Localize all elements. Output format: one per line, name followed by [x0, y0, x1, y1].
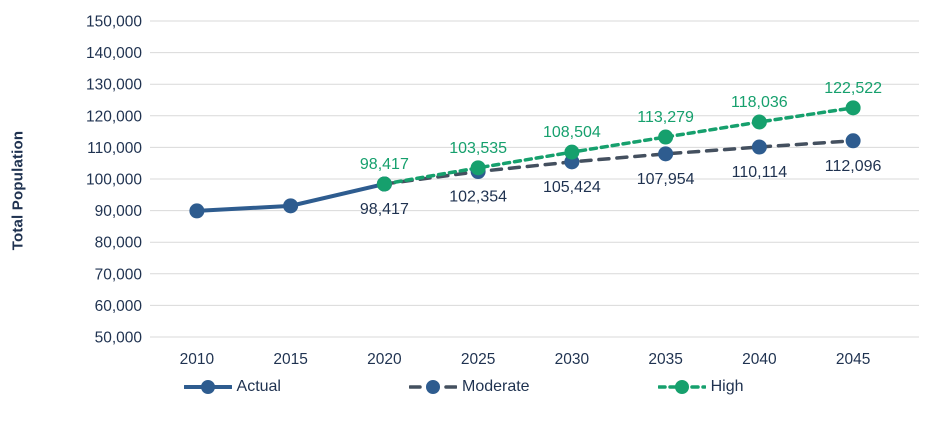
data-point-marker-high: [470, 160, 486, 176]
y-axis-tick-label: 70,000: [95, 266, 143, 283]
chart-legend: Actual Moderate High: [0, 378, 927, 396]
data-point-marker-actual: [283, 198, 299, 214]
data-point-marker-moderate: [845, 133, 861, 149]
data-label-high: 122,522: [824, 80, 882, 97]
data-label-high: 118,036: [731, 94, 788, 111]
x-axis-tick-label: 2045: [836, 351, 870, 368]
legend-label-high: High: [710, 378, 744, 395]
legend-label-moderate: Moderate: [461, 378, 530, 395]
y-axis-tick-label: 80,000: [95, 235, 143, 252]
data-label-moderate: 98,417: [360, 201, 409, 218]
data-point-marker-high: [564, 144, 580, 160]
y-axis-tick-label: 90,000: [95, 203, 143, 220]
data-point-marker-moderate: [658, 146, 674, 162]
legend-label-actual: Actual: [236, 378, 281, 395]
data-point-marker-high: [376, 176, 392, 192]
legend-marker: [200, 380, 215, 394]
data-label-moderate: 110,114: [732, 164, 788, 181]
legend-glyph-high-line-icon: [657, 380, 706, 394]
legend-item-moderate: Moderate: [408, 378, 530, 396]
data-label-high: 113,279: [637, 109, 694, 126]
x-axis-tick-label: 2015: [273, 351, 307, 368]
legend-marker: [674, 380, 689, 394]
data-label-high: 103,535: [449, 140, 507, 157]
y-axis-tick-label: 60,000: [95, 298, 143, 315]
y-axis-tick-label: 100,000: [86, 172, 142, 189]
y-axis-tick-label: 50,000: [95, 330, 143, 347]
series-line-moderate: [382, 139, 855, 186]
data-point-marker-high: [845, 100, 861, 116]
data-label-moderate: 112,096: [825, 158, 882, 175]
data-label-moderate: 105,424: [543, 179, 601, 196]
legend-glyph-actual-line-icon: [183, 380, 232, 394]
x-axis-tick-label: 2030: [555, 351, 590, 368]
data-point-marker-high: [751, 114, 767, 130]
legend-marker: [425, 380, 440, 394]
data-label-high: 108,504: [543, 124, 601, 141]
x-axis-tick-label: 2020: [367, 351, 402, 368]
data-point-marker-high: [658, 129, 674, 145]
legend-glyph-moderate-line-icon: [408, 380, 457, 394]
legend-item-high: High: [657, 378, 744, 396]
data-label-moderate: 102,354: [449, 189, 507, 206]
data-label-high: 98,417: [360, 156, 409, 173]
y-axis-tick-label: 130,000: [86, 77, 142, 94]
y-axis-tick-label: 140,000: [86, 45, 142, 62]
x-axis-tick-label: 2035: [648, 351, 682, 368]
legend-item-actual: Actual: [183, 378, 281, 396]
y-axis-tick-label: 110,000: [87, 140, 142, 157]
y-axis-tick-label: 120,000: [86, 108, 142, 125]
y-axis-tick-label: 150,000: [86, 14, 142, 31]
x-axis-tick-label: 2040: [742, 351, 777, 368]
data-point-marker-actual: [189, 203, 205, 219]
x-axis-tick-label: 2025: [461, 351, 495, 368]
data-label-moderate: 107,954: [637, 171, 695, 188]
plot-area: 150,000 140,000 130,000 120,000 110,000 100,0…: [86, 14, 919, 368]
x-axis-tick-label: 2010: [180, 351, 215, 368]
y-axis-title: Total Population: [9, 130, 27, 251]
data-point-marker-moderate: [751, 139, 767, 155]
series-line-high: [382, 106, 855, 186]
